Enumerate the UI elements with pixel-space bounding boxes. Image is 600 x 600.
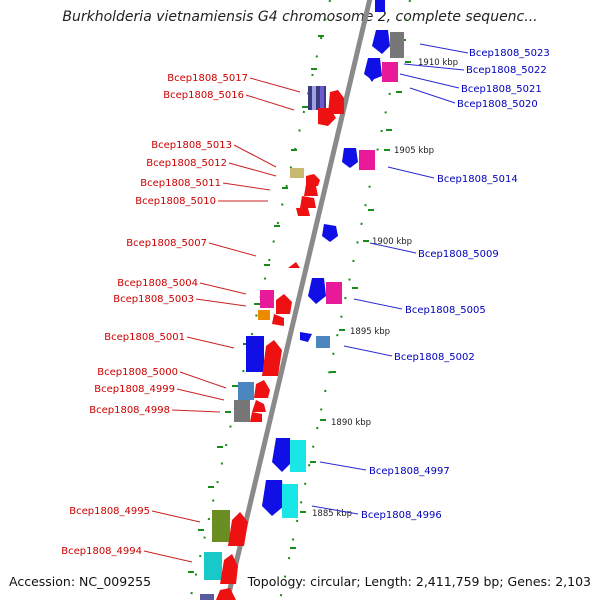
label-Bcep1808_5009[interactable]: Bcep1808_5009 — [418, 249, 499, 260]
label-Bcep1808_5010[interactable]: Bcep1808_5010 — [135, 196, 216, 207]
accession-text: Accession: NC_009255 — [9, 574, 152, 589]
kbp-mark-1885: 1885 kbp — [312, 509, 352, 519]
label-Bcep1808_4994[interactable]: Bcep1808_4994 — [61, 546, 142, 557]
gene-5010c-arrow — [296, 208, 310, 216]
label-Bcep1808_4997[interactable]: Bcep1808_4997 — [369, 466, 450, 477]
gene-5009-arrow — [322, 224, 338, 242]
gene-5005-arrow — [308, 278, 326, 304]
gene-4997-block — [290, 440, 306, 472]
label-Bcep1808_5022[interactable]: Bcep1808_5022 — [466, 65, 547, 76]
gene-4996-arrow — [262, 480, 284, 516]
gene-4994-arrow — [220, 554, 238, 584]
gene-small-blue — [368, 76, 376, 82]
kbp-mark-1895: 1895 kbp — [350, 327, 390, 337]
label-Bcep1808_5014[interactable]: Bcep1808_5014 — [437, 174, 518, 185]
gene-5011-arrow — [306, 174, 320, 186]
label-Bcep1808_5011[interactable]: Bcep1808_5011 — [140, 178, 221, 189]
gene-4995-block — [212, 510, 230, 542]
gene-5004-block — [260, 290, 274, 308]
kbp-mark-1910: 1910 kbp — [418, 58, 458, 68]
gene-4996-block — [282, 484, 298, 518]
gene-5004-arrow — [276, 294, 292, 314]
gene-5001-arrow — [262, 340, 282, 376]
label-Bcep1808_4995[interactable]: Bcep1808_4995 — [69, 506, 150, 517]
kbp-mark-1900: 1900 kbp — [372, 237, 412, 247]
backbone — [224, 0, 373, 600]
gene-grey-block — [390, 32, 404, 58]
gene-5010b-arrow — [300, 196, 316, 208]
gene-5022-block — [382, 62, 398, 82]
label-Bcep1808_5001[interactable]: Bcep1808_5001 — [104, 332, 185, 343]
gene-4997-arrow — [272, 438, 292, 472]
label-Bcep1808_5021[interactable]: Bcep1808_5021 — [461, 84, 542, 95]
gene-5016-arrow — [328, 90, 344, 114]
label-Bcep1808_4998[interactable]: Bcep1808_4998 — [89, 405, 170, 416]
label-Bcep1808_5005[interactable]: Bcep1808_5005 — [405, 305, 486, 316]
gene-5014-arrow — [342, 148, 358, 168]
gene-4999-arrow — [252, 400, 266, 412]
gene-5023-arrow — [372, 30, 390, 54]
label-Bcep1808_5012[interactable]: Bcep1808_5012 — [146, 158, 227, 169]
label-Bcep1808_5002[interactable]: Bcep1808_5002 — [394, 352, 475, 363]
gene-5005-block — [326, 282, 342, 304]
gene-5000-arrow — [254, 380, 270, 398]
gene-top-blue — [375, 0, 385, 12]
gene-features-right — [262, 0, 404, 518]
gene-5014-block — [359, 150, 375, 170]
kbp-mark-1890: 1890 kbp — [331, 418, 371, 428]
label-Bcep1808_5017[interactable]: Bcep1808_5017 — [167, 73, 248, 84]
gene-5016-small — [318, 108, 336, 126]
label-Bcep1808_5004[interactable]: Bcep1808_5004 — [117, 278, 198, 289]
label-Bcep1808_4996[interactable]: Bcep1808_4996 — [361, 510, 442, 521]
left-labels: Bcep1808_5017 Bcep1808_5016 Bcep1808_501… — [61, 73, 301, 563]
scale-ticks — [188, 35, 411, 573]
label-Bcep1808_5003[interactable]: Bcep1808_5003 — [113, 294, 194, 305]
gene-5021-arrow — [364, 58, 382, 80]
topology-text: Topology: circular; Length: 2,411,759 bp… — [247, 574, 591, 589]
label-Bcep1808_5020[interactable]: Bcep1808_5020 — [457, 99, 538, 110]
gene-4998-arrow — [250, 412, 262, 422]
gene-features-left — [200, 86, 344, 600]
kbp-mark-1905: 1905 kbp — [394, 146, 434, 156]
gene-5012-block — [290, 168, 304, 178]
gene-5010-arrow — [304, 184, 318, 196]
gene-5001-block — [246, 336, 264, 372]
outer-track-left — [189, 0, 331, 600]
label-Bcep1808_5016[interactable]: Bcep1808_5016 — [163, 90, 244, 101]
gene-5000-block — [238, 382, 254, 400]
label-Bcep1808_5000[interactable]: Bcep1808_5000 — [97, 367, 178, 378]
gene-5007-arrow — [288, 262, 300, 268]
gene-4994-block — [204, 552, 222, 580]
gene-5003-block — [258, 310, 270, 320]
label-Bcep1808_4999[interactable]: Bcep1808_4999 — [94, 384, 175, 395]
label-Bcep1808_5013[interactable]: Bcep1808_5013 — [151, 140, 232, 151]
gene-5002-arrow — [300, 332, 312, 342]
right-labels: Bcep1808_5023 Bcep1808_5022 Bcep1808_502… — [311, 43, 550, 521]
map-title: Burkholderia vietnamiensis G4 chromosome… — [62, 9, 538, 25]
gene-5002-block — [316, 336, 330, 348]
label-Bcep1808_5023[interactable]: Bcep1808_5023 — [469, 48, 550, 59]
gene-4998-block — [234, 400, 250, 422]
gene-4995-arrow — [228, 512, 248, 546]
gene-5003-arrow — [272, 314, 284, 326]
label-Bcep1808_5007[interactable]: Bcep1808_5007 — [126, 238, 207, 249]
